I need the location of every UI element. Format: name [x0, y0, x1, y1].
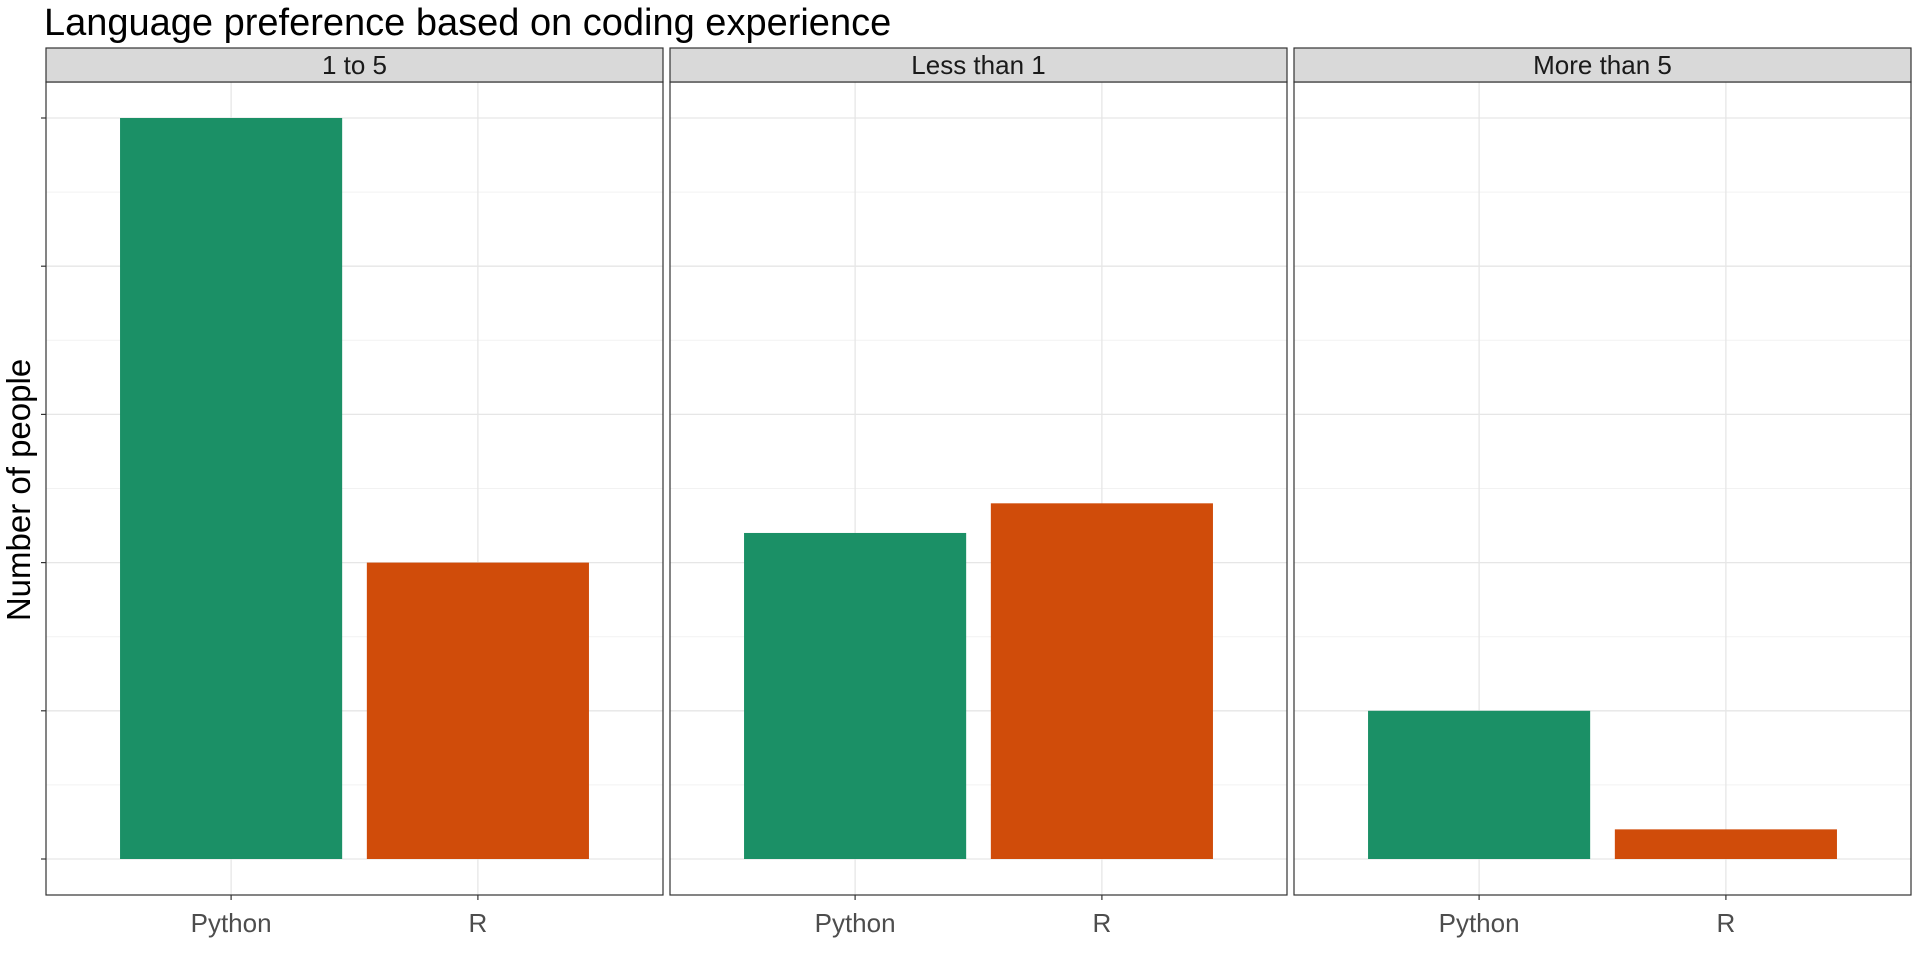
chart-title: Language preference based on coding expe… — [44, 2, 891, 44]
facets-layer: Python R 1 to 5 Python R Less than 1 Python R Mo… — [41, 47, 1912, 938]
facet-strip-label: More than 5 — [1533, 50, 1672, 80]
bar-r-facet-1 — [990, 503, 1213, 859]
facet-strip-label: Less than 1 — [911, 50, 1045, 80]
facet-strip — [45, 47, 664, 83]
y-axis-label: Number of people — [0, 359, 37, 621]
facet-strip — [1293, 47, 1912, 83]
facet-panel-0: Python R 1 to 5 — [45, 47, 664, 938]
x-tick-label: Python — [815, 908, 896, 938]
x-tick-label: R — [469, 908, 488, 938]
x-tick-label: Python — [191, 908, 272, 938]
bar-python-facet-0 — [120, 118, 343, 859]
x-tick-label: R — [1717, 908, 1736, 938]
facet-panel-1: Python R Less than 1 — [669, 47, 1288, 938]
facet-strip-label: 1 to 5 — [322, 50, 387, 80]
bar-r-facet-0 — [366, 562, 589, 859]
x-tick-label: Python — [1439, 908, 1520, 938]
facet-strip — [669, 47, 1288, 83]
x-tick-label: R — [1093, 908, 1112, 938]
facet-panel-2: Python R More than 5 — [1293, 47, 1912, 938]
bar-python-facet-1 — [744, 532, 967, 859]
bar-r-facet-2 — [1614, 829, 1837, 859]
bar-python-facet-2 — [1368, 710, 1591, 859]
